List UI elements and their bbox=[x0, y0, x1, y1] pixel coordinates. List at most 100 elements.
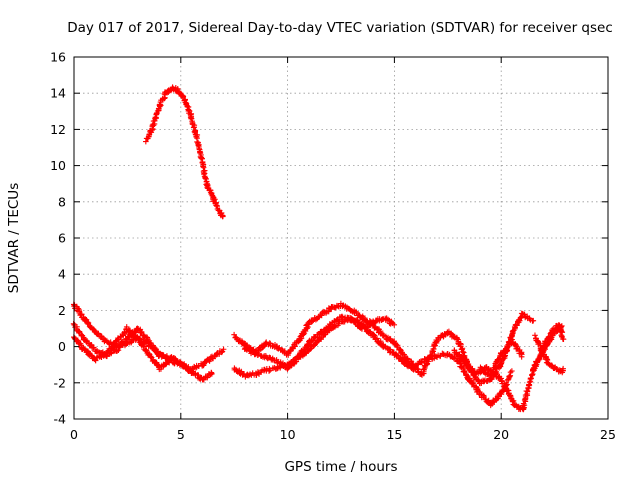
x-tick-label: 20 bbox=[493, 427, 509, 442]
series-arc-c bbox=[71, 324, 172, 373]
data-point bbox=[509, 368, 515, 374]
y-tick-label: 10 bbox=[50, 158, 66, 173]
data-point bbox=[200, 169, 207, 176]
y-tick-label: 12 bbox=[50, 122, 66, 137]
data-series bbox=[70, 84, 567, 413]
data-point bbox=[410, 367, 417, 373]
series-arc-k bbox=[532, 332, 566, 376]
data-point bbox=[335, 318, 342, 325]
data-point bbox=[506, 373, 513, 380]
data-point bbox=[370, 331, 377, 338]
y-tick-label: 8 bbox=[58, 194, 66, 209]
data-point bbox=[560, 336, 567, 343]
data-point bbox=[162, 361, 169, 368]
data-point bbox=[507, 369, 514, 375]
data-point bbox=[415, 361, 421, 368]
y-tick-label: 6 bbox=[58, 231, 66, 246]
data-point bbox=[530, 317, 537, 324]
data-point bbox=[509, 336, 515, 343]
x-tick-label: 5 bbox=[177, 427, 185, 442]
data-point bbox=[362, 315, 368, 322]
data-point bbox=[439, 350, 446, 357]
data-point bbox=[412, 366, 418, 372]
data-point bbox=[335, 317, 341, 323]
series-arc-f bbox=[241, 313, 398, 372]
data-point bbox=[560, 365, 566, 372]
plot-frame bbox=[73, 56, 609, 420]
data-point bbox=[394, 352, 400, 359]
data-point bbox=[143, 337, 150, 344]
y-tick-label: -4 bbox=[54, 412, 67, 427]
data-point bbox=[524, 388, 531, 395]
data-point bbox=[532, 332, 538, 339]
data-point bbox=[530, 366, 537, 373]
data-point bbox=[526, 315, 533, 322]
data-point bbox=[297, 333, 304, 340]
data-point bbox=[208, 370, 215, 376]
y-tick-label: 4 bbox=[58, 267, 66, 282]
data-point bbox=[123, 324, 130, 330]
data-point bbox=[518, 354, 525, 360]
chart-title: Day 017 of 2017, Sidereal Day-to-day VTE… bbox=[67, 20, 613, 36]
data-point bbox=[266, 340, 273, 346]
data-point bbox=[219, 213, 226, 220]
data-point bbox=[85, 320, 92, 326]
series-arc-j bbox=[530, 322, 567, 374]
data-point bbox=[244, 347, 250, 353]
data-point bbox=[112, 340, 118, 347]
series-arc-g bbox=[418, 310, 537, 387]
data-point bbox=[528, 375, 534, 382]
data-point bbox=[147, 353, 154, 360]
series-arc-high bbox=[143, 84, 226, 220]
data-point bbox=[114, 348, 120, 354]
data-point bbox=[310, 337, 316, 344]
data-point bbox=[505, 343, 511, 350]
data-point bbox=[198, 155, 204, 161]
x-tick-label: 0 bbox=[70, 427, 78, 442]
data-point bbox=[402, 359, 408, 366]
data-point bbox=[557, 323, 563, 330]
series-arc-h bbox=[413, 350, 515, 409]
data-point bbox=[218, 349, 225, 356]
data-point bbox=[533, 362, 539, 368]
data-point bbox=[220, 346, 227, 353]
data-point bbox=[143, 346, 149, 353]
y-tick-label: -2 bbox=[54, 375, 66, 390]
data-point bbox=[498, 391, 505, 398]
data-point bbox=[244, 342, 250, 348]
data-point bbox=[532, 362, 538, 369]
data-point bbox=[213, 202, 220, 209]
data-point bbox=[174, 85, 181, 92]
y-axis-label: SDTVAR / TECUs bbox=[6, 183, 22, 293]
data-point bbox=[529, 371, 535, 378]
data-point bbox=[420, 366, 427, 373]
series-arc-b bbox=[70, 321, 215, 383]
series-arc-l bbox=[477, 336, 525, 379]
data-point bbox=[150, 342, 156, 349]
data-point bbox=[339, 313, 345, 320]
data-point bbox=[430, 346, 437, 352]
series-arc-d bbox=[231, 300, 425, 378]
data-point bbox=[509, 398, 516, 405]
x-tick-label: 25 bbox=[600, 427, 616, 442]
data-point bbox=[516, 317, 523, 324]
y-tick-label: 14 bbox=[50, 86, 66, 101]
axis-ticks: -4 -2 0 2 4 6 8 10 12 14 16 0 5 10 15 20 25 bbox=[50, 50, 616, 443]
data-point bbox=[513, 402, 520, 409]
data-point bbox=[309, 318, 316, 324]
data-point bbox=[152, 114, 159, 121]
data-point bbox=[498, 359, 505, 366]
data-point bbox=[90, 344, 97, 351]
data-point bbox=[166, 359, 172, 365]
x-axis-label: GPS time / hours bbox=[284, 459, 397, 475]
y-tick-label: 2 bbox=[58, 303, 66, 318]
data-point bbox=[391, 322, 398, 328]
x-tick-label: 15 bbox=[386, 427, 402, 442]
data-point bbox=[202, 175, 208, 181]
data-point bbox=[371, 332, 378, 339]
x-tick-label: 10 bbox=[280, 427, 296, 442]
y-tick-label: 16 bbox=[50, 50, 66, 65]
data-point bbox=[143, 138, 149, 145]
data-point bbox=[212, 199, 219, 206]
